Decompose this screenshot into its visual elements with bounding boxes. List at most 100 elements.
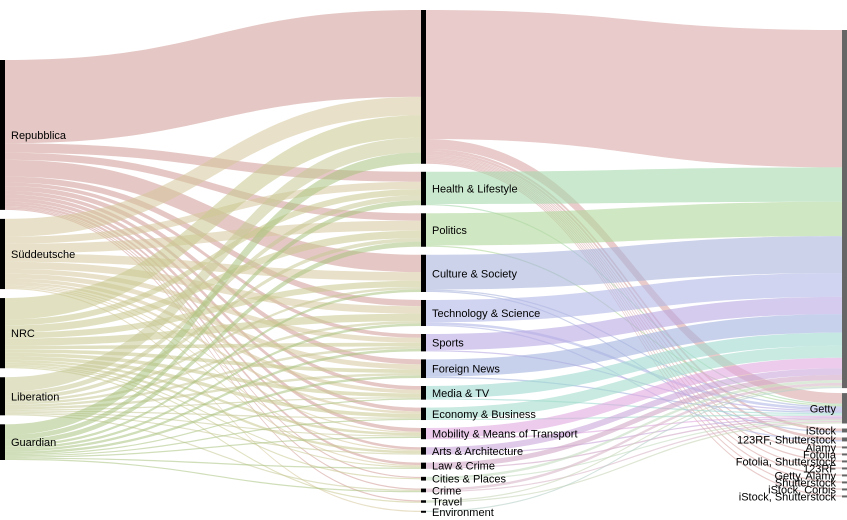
flow-guardian-to-media bbox=[5, 398, 421, 456]
agencie-node-getty-alamy[interactable] bbox=[842, 474, 847, 477]
categorie-node-culture[interactable] bbox=[421, 254, 426, 292]
source-node-repubblica[interactable] bbox=[0, 60, 5, 210]
agencie-node-getty[interactable] bbox=[842, 393, 847, 424]
flow-mobility-to-getty bbox=[426, 415, 842, 440]
flow-guardian-to-economy bbox=[5, 418, 421, 457]
agencie-node-123rf[interactable] bbox=[842, 467, 847, 470]
flow-tech-to-unlabeled bbox=[426, 273, 842, 323]
flow-guardian-to-culture bbox=[5, 289, 421, 447]
agencie-node-fotolia-shutterstock[interactable] bbox=[842, 460, 847, 463]
flow-arts-to-unlabeled bbox=[426, 368, 842, 454]
flow-nrc-to-health bbox=[5, 189, 421, 326]
flow-top-to-123rf bbox=[426, 157, 842, 469]
flow-suddeutsche-to-top bbox=[5, 96, 421, 237]
categorie-node-sports[interactable] bbox=[421, 334, 426, 352]
flow-nrc-to-travel bbox=[5, 367, 421, 503]
categorie-node-cities[interactable] bbox=[421, 476, 426, 481]
flow-nrc-to-law bbox=[5, 364, 421, 468]
agencie-node-shutterstock[interactable] bbox=[842, 481, 847, 484]
flow-nrc-to-top bbox=[5, 115, 421, 320]
agencie-node-alamy[interactable] bbox=[842, 446, 847, 449]
flow-nrc-to-mobility bbox=[5, 359, 421, 436]
flow-liberation-to-media bbox=[5, 397, 421, 411]
categorie-node-law[interactable] bbox=[421, 462, 426, 469]
source-node-nrc[interactable] bbox=[0, 298, 5, 369]
agencie-node-fotolia[interactable] bbox=[842, 453, 847, 456]
flow-guardian-to-health bbox=[5, 200, 421, 440]
categorie-label-sports: Sports bbox=[432, 338, 464, 350]
flow-repubblica-to-economy bbox=[5, 194, 421, 412]
flow-guardian-to-crime bbox=[5, 458, 421, 493]
flow-media-to-unlabeled bbox=[426, 332, 842, 399]
flow-cities-to-unlabeled bbox=[426, 380, 842, 480]
categorie-label-mobility: Mobility & Means of Transport bbox=[432, 429, 578, 441]
flow-travel-to-getty bbox=[426, 422, 842, 503]
agencie-label-fotolia-shutterstock: Fotolia, Shutterstock bbox=[736, 456, 837, 468]
source-node-liberation[interactable] bbox=[0, 377, 5, 416]
source-label-repubblica: Repubblica bbox=[11, 130, 67, 142]
flow-nrc-to-media bbox=[5, 352, 421, 398]
agencie-label-istock-shutterstock: iStock, Shutterstock bbox=[739, 491, 837, 503]
categorie-label-law: Law & Crime bbox=[432, 461, 495, 473]
flow-suddeutsche-to-sports bbox=[5, 268, 421, 343]
nodes-layer bbox=[0, 10, 847, 513]
source-label-suddeutsche: Süddeutsche bbox=[11, 249, 75, 261]
categorie-node-arts[interactable] bbox=[421, 447, 426, 455]
categorie-node-top[interactable] bbox=[421, 10, 426, 164]
categorie-label-economy: Economy & Business bbox=[432, 409, 536, 421]
agencie-node-unlabeled[interactable] bbox=[842, 30, 847, 389]
flow-culture-to-unlabeled bbox=[426, 236, 842, 290]
categorie-node-mobility[interactable] bbox=[421, 428, 426, 440]
flow-media-to-getty bbox=[426, 398, 842, 415]
agencie-node-istock[interactable] bbox=[842, 428, 847, 433]
categorie-label-culture: Culture & Society bbox=[432, 268, 517, 280]
flow-travel-to-unlabeled bbox=[426, 385, 842, 502]
categorie-node-environment[interactable] bbox=[421, 510, 426, 513]
flow-liberation-to-mobility bbox=[5, 411, 421, 437]
flow-nrc-to-sports bbox=[5, 342, 421, 350]
categorie-label-environment: Environment bbox=[432, 507, 494, 519]
source-label-nrc: NRC bbox=[11, 328, 35, 340]
categorie-node-politics[interactable] bbox=[421, 213, 426, 247]
flow-liberation-to-top bbox=[5, 137, 421, 392]
agencie-node-123rf-shutterstock[interactable] bbox=[842, 437, 847, 442]
categorie-label-tech: Technology & Science bbox=[432, 308, 540, 320]
flow-law-to-unlabeled bbox=[426, 374, 842, 468]
agencie-node-istock-shutterstock[interactable] bbox=[842, 495, 847, 498]
categorie-node-crime[interactable] bbox=[421, 488, 426, 493]
agencie-label-getty: Getty bbox=[810, 403, 837, 415]
agencie-label-shutterstock: Shutterstock bbox=[775, 477, 837, 489]
flow-top-to-unlabeled bbox=[426, 10, 842, 168]
flow-guardian-to-sports bbox=[5, 348, 421, 452]
agencie-node-istock-corbis[interactable] bbox=[842, 488, 847, 491]
flow-guardian-to-law bbox=[5, 457, 421, 469]
flow-health-to-unlabeled bbox=[426, 167, 842, 205]
flow-nrc-to-culture bbox=[5, 280, 421, 339]
source-node-guardian[interactable] bbox=[0, 424, 5, 460]
categorie-node-travel[interactable] bbox=[421, 500, 426, 503]
links-layer bbox=[5, 10, 842, 512]
agencie-label-istock-corbis: iStock, Corbis bbox=[768, 484, 836, 496]
flow-sports-to-unlabeled bbox=[426, 296, 842, 351]
categorie-label-politics: Politics bbox=[432, 225, 467, 237]
flow-nrc-to-tech bbox=[5, 313, 421, 346]
flow-repubblica-to-foreign bbox=[5, 186, 421, 365]
flow-repubblica-to-politics bbox=[5, 152, 421, 221]
flow-liberation-to-arts bbox=[5, 412, 421, 455]
categorie-node-foreign[interactable] bbox=[421, 359, 426, 378]
flow-repubblica-to-travel bbox=[5, 208, 421, 502]
flow-economy-to-getty bbox=[426, 414, 842, 421]
flow-suddeutsche-to-mobility bbox=[5, 284, 421, 433]
flow-nrc-to-politics bbox=[5, 230, 421, 333]
categorie-label-travel: Travel bbox=[432, 497, 462, 509]
categorie-node-tech[interactable] bbox=[421, 299, 426, 327]
agencie-label-alamy: Alamy bbox=[805, 442, 836, 454]
flow-economy-to-unlabeled bbox=[426, 345, 842, 419]
source-node-suddeutsche[interactable] bbox=[0, 218, 5, 290]
labels-layer: Repubblica Süddeutsche NRC Liberation Guardi… bbox=[11, 130, 837, 519]
categorie-node-media[interactable] bbox=[421, 385, 426, 400]
categorie-node-health[interactable] bbox=[421, 171, 426, 206]
flow-nrc-to-foreign bbox=[5, 349, 421, 374]
flow-guardian-to-tech bbox=[5, 323, 421, 450]
categorie-node-economy[interactable] bbox=[421, 407, 426, 421]
